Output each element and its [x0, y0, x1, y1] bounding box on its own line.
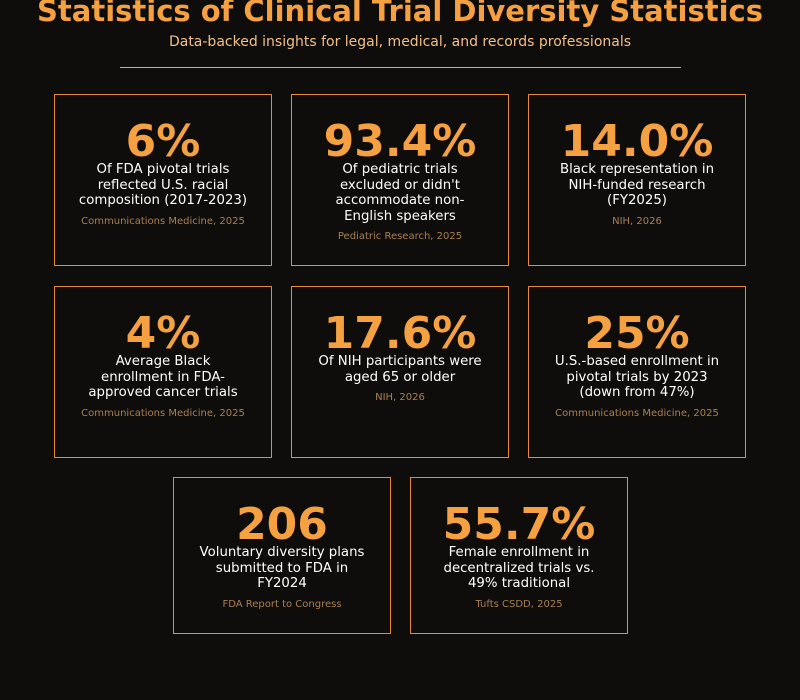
stat-description: Of pediatric trials excluded or didn't a… — [335, 162, 465, 224]
stat-source: NIH, 2026 — [375, 392, 425, 403]
stat-card-us-enrollment: 25% U.S.-based enrollment in pivotal tri… — [528, 286, 746, 458]
stat-card-female-enrollment: 55.7% Female enrollment in decentralized… — [410, 477, 628, 634]
stat-source: NIH, 2026 — [612, 215, 662, 227]
stat-description: Female enrollment in decentralized trial… — [443, 545, 595, 591]
stat-value: 55.7% — [442, 499, 596, 550]
stat-card-black-representation-nih: 14.0% Black representation in NIH-funded… — [528, 94, 746, 266]
stat-description: Black representation in NIH-funded resea… — [559, 162, 715, 208]
page-subtitle: Data-backed insights for legal, medical,… — [168, 34, 632, 50]
stat-card-diversity-plans: 206 Voluntary diversity plans submitted … — [173, 477, 391, 634]
stat-value: 17.6% — [323, 308, 477, 359]
stat-description: Average Black enrollment in FDA-approved… — [88, 354, 238, 400]
stat-value: 206 — [236, 499, 328, 550]
stat-description: U.S.-based enrollment in pivotal trials … — [554, 354, 720, 400]
page-title: Statistics of Clinical Trial Diversity S… — [37, 0, 763, 28]
stat-card-fda-pivotal-trials: 6% Of FDA pivotal trials reflected U.S. … — [54, 94, 272, 266]
stat-description: Voluntary diversity plans submitted to F… — [199, 545, 365, 591]
stat-value: 14.0% — [560, 116, 714, 167]
stat-source: Pediatric Research, 2025 — [337, 231, 463, 242]
stat-value: 4% — [125, 308, 201, 359]
stat-source: Communications Medicine, 2025 — [81, 407, 245, 419]
stat-source: Communications Medicine, 2025 — [81, 215, 245, 227]
stat-description: Of NIH participants were aged 65 or olde… — [318, 354, 482, 385]
stat-card-black-cancer-enrollment: 4% Average Black enrollment in FDA-appro… — [54, 286, 272, 458]
title-divider — [120, 67, 681, 68]
stat-card-nih-participants-65: 17.6% Of NIH participants were aged 65 o… — [291, 286, 509, 458]
stat-source: Tufts CSDD, 2025 — [475, 598, 563, 610]
stat-value: 6% — [125, 116, 201, 167]
stat-value: 25% — [584, 308, 690, 359]
stat-source: FDA Report to Congress — [222, 598, 342, 610]
stat-source: Communications Medicine, 2025 — [555, 407, 719, 419]
stat-value: 93.4% — [323, 116, 477, 167]
stat-description: Of FDA pivotal trials reflected U.S. rac… — [78, 162, 248, 208]
stat-card-pediatric-trials: 93.4% Of pediatric trials excluded or di… — [291, 94, 509, 266]
